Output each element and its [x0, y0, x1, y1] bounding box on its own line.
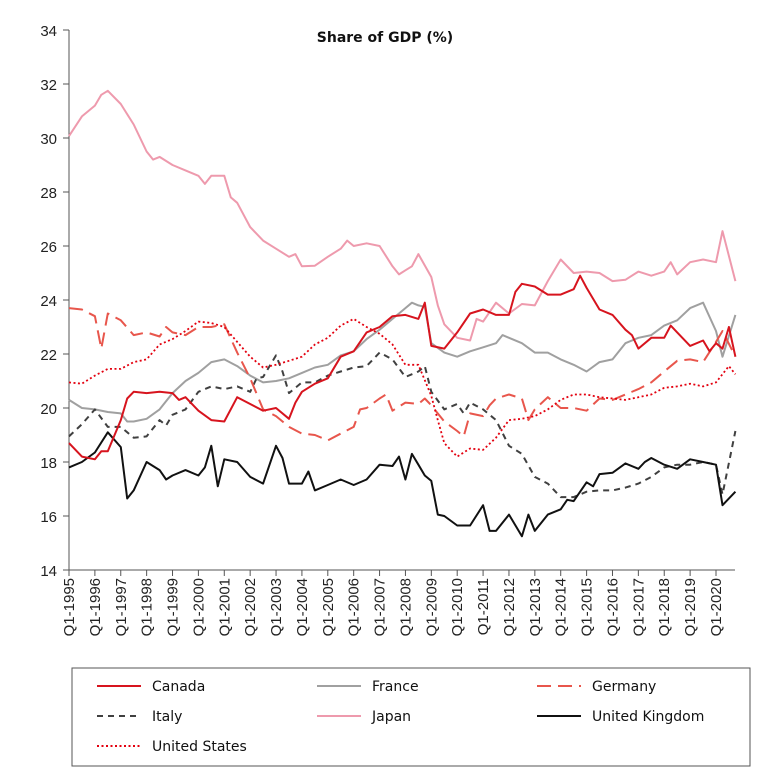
y-tick-label: 16	[40, 509, 57, 526]
x-tick-label: Q1-2008	[397, 578, 414, 636]
x-tick-label: Q1-2012	[501, 578, 518, 636]
x-tick-label: Q1-2006	[346, 578, 363, 636]
legend: Canada France Germany Italy Japan United King…	[71, 667, 751, 767]
x-tick-label: Q1-2017	[630, 578, 647, 636]
series-line-japan	[68, 89, 737, 342]
chart-title: Share of GDP (%)	[317, 30, 453, 46]
legend-label: Italy	[152, 709, 182, 725]
y-tick-label: 22	[40, 347, 57, 364]
legend-label: United States	[152, 739, 247, 755]
y-tick-label: 18	[40, 455, 57, 472]
x-tick-label: Q1-1999	[165, 578, 182, 636]
series-line-italy	[68, 351, 737, 499]
legend-label: Germany	[592, 679, 656, 695]
series-line-germany	[68, 307, 737, 442]
legend-label: United Kingdom	[592, 709, 704, 725]
legend-label: Japan	[371, 709, 411, 725]
x-tick-label: Q1-1995	[61, 578, 78, 636]
y-tick-label: 24	[40, 293, 57, 310]
y-tick-label: 20	[40, 401, 57, 418]
legend-label: Canada	[152, 679, 205, 695]
x-tick-label: Q1-2014	[553, 578, 570, 636]
series-line-canada	[68, 274, 737, 461]
y-tick-label: 14	[40, 563, 57, 580]
x-tick-label: Q1-2005	[320, 578, 337, 636]
x-tick-label: Q1-2004	[294, 578, 311, 636]
x-tick-label: Q1-2019	[682, 578, 699, 636]
x-tick-label: Q1-2015	[579, 578, 596, 636]
x-tick-label: Q1-1996	[87, 578, 104, 636]
x-tick-label: Q1-2018	[656, 578, 673, 636]
x-tick-label: Q1-2016	[604, 578, 621, 636]
y-tick-label: 34	[40, 23, 57, 40]
series-line-united-kingdom	[68, 431, 737, 538]
x-tick-label: Q1-2002	[242, 578, 259, 636]
x-tick-label: Q1-2000	[190, 578, 207, 636]
x-tick-label: Q1-1998	[139, 578, 156, 636]
series-lines	[68, 89, 737, 538]
x-tick-label: Q1-1997	[113, 578, 130, 636]
axes: 14 16 18 20 22 24 26 28 30 32 34 Q1-1995 Q1-1996 Q1-1…	[40, 23, 735, 636]
y-tick-label: 30	[40, 131, 57, 148]
legend-box	[71, 667, 751, 767]
y-tick-label: 26	[40, 239, 57, 256]
x-tick-label: Q1-2020	[708, 578, 725, 636]
y-tick-label: 32	[40, 77, 57, 94]
series-line-france	[68, 301, 737, 423]
x-tick-label: Q1-2007	[372, 578, 389, 636]
x-tick-label: Q1-2001	[216, 578, 233, 636]
x-tick-label: Q1-2003	[268, 578, 285, 636]
legend-label: France	[372, 679, 419, 695]
x-tick-label: Q1-2009	[423, 578, 440, 636]
x-tick-label: Q1-2013	[527, 578, 544, 636]
y-tick-label: 28	[40, 185, 57, 202]
x-tick-label: Q1-2010	[449, 578, 466, 636]
x-tick-label: Q1-2011	[475, 578, 492, 635]
